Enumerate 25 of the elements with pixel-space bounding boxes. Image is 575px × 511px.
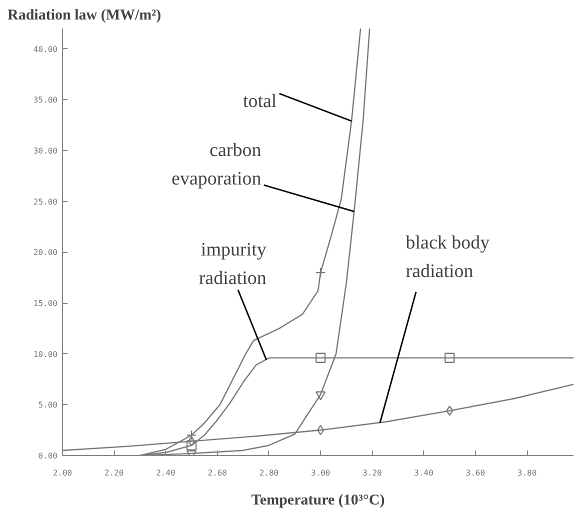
x-axis-title: Temperature (10³°C)	[251, 492, 385, 508]
y-tick-label: 15.00	[33, 299, 58, 308]
y-tick-label: 35.00	[33, 96, 58, 105]
x-tick-label: 3.00	[310, 468, 330, 478]
y-tick-label: 10.00	[33, 350, 58, 359]
chart-title: Radiation law (MW/m²)	[8, 8, 162, 24]
x-tick-label: 3.20	[362, 468, 382, 478]
x-tick-label: 2.20	[104, 468, 124, 478]
y-tick-label: 20.00	[33, 248, 58, 258]
y-tick-label: 30.00	[33, 146, 58, 156]
annotation: carbon evaporation	[172, 140, 262, 190]
y-tick-label: 40.00	[33, 44, 58, 54]
x-tick-label: 3.60	[466, 468, 486, 478]
y-tick-label: 5.00	[38, 400, 58, 410]
x-tick-label: 3.40	[414, 468, 434, 478]
x-tick-label: 2.60	[208, 468, 228, 478]
annotation: black body radiation	[406, 232, 490, 282]
x-tick-label: 2.80	[259, 468, 279, 478]
x-tick-label: 2.00	[52, 468, 72, 478]
x-tick-label: 2.40	[156, 468, 176, 478]
y-tick-label: 25.00	[33, 197, 58, 206]
y-tick-label: 0.00	[38, 452, 58, 460]
annotation: impurity radiation	[198, 240, 267, 290]
x-tick-label: 3.80	[517, 468, 537, 478]
annotation: total	[242, 91, 277, 112]
